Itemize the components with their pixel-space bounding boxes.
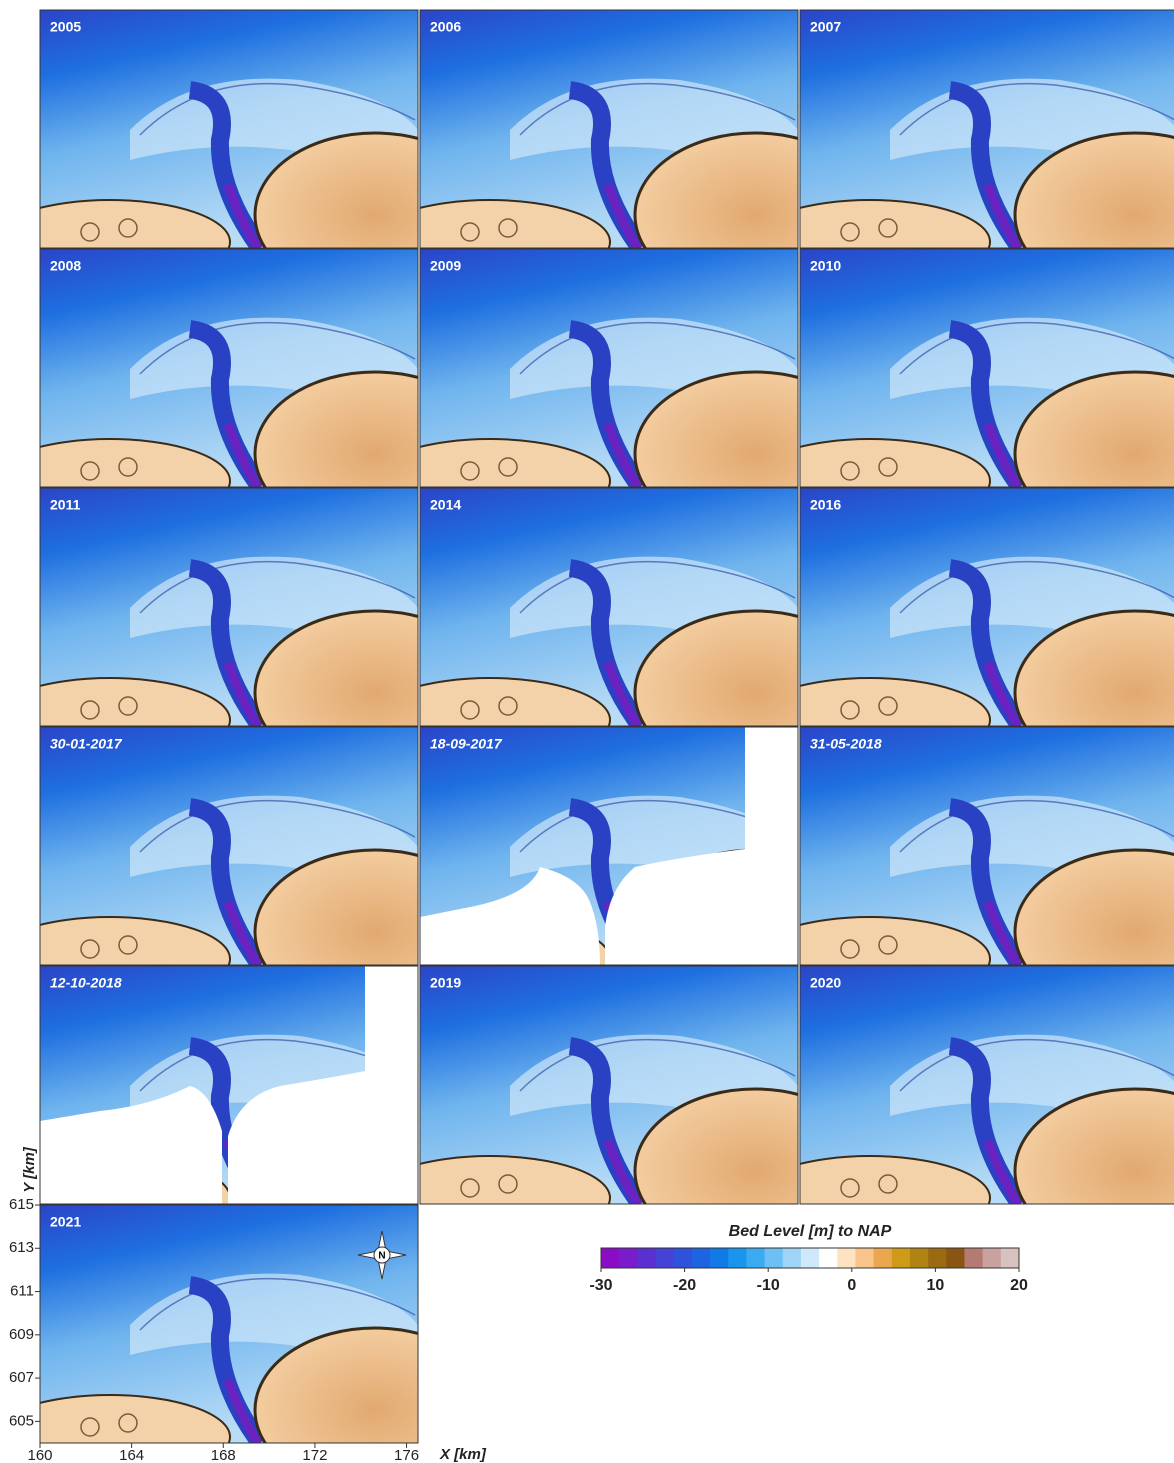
panel-label: 30-01-2017 [50,736,123,752]
panel-label: 2007 [810,19,841,35]
y-tick-label: 609 [9,1326,34,1343]
panel-label: 2019 [430,975,461,991]
panel-label: 31-05-2018 [810,736,882,752]
colorbar-swatch [819,1248,838,1268]
colorbar-tick-label: -20 [673,1277,696,1294]
colorbar-swatch [728,1248,747,1268]
colorbar-tick-label: 0 [847,1277,856,1294]
panel-label: 2014 [430,497,461,513]
colorbar-swatch [692,1248,711,1268]
colorbar-swatch [855,1248,874,1268]
colorbar-title: Bed Level [m] to NAP [729,1223,892,1240]
map-panel: 2019 [370,966,875,1253]
x-tick-label: 160 [27,1447,52,1463]
colorbar-swatch [946,1248,965,1268]
colorbar-tick-label: 10 [927,1277,945,1294]
panel-label: 2010 [810,258,841,274]
colorbar-swatch [837,1248,856,1268]
map-panel: 2020 [750,966,1174,1253]
colorbar-swatch [964,1248,983,1268]
colorbar-swatch [910,1248,929,1268]
colorbar-tick-label: -30 [589,1277,612,1294]
map-panel: 2021 N [0,1205,495,1463]
panel-label: 2011 [50,497,81,513]
colorbar-swatch [874,1248,893,1268]
colorbar-swatch [892,1248,911,1268]
colorbar-swatch [1001,1248,1020,1268]
colorbar-swatch [765,1248,784,1268]
figure: Y [km] X [km] Bed Level [m] to NAP 2005 2… [0,0,1174,1463]
colorbar-swatch [983,1248,1002,1268]
y-tick-label: 613 [9,1239,34,1256]
compass-letter: N [378,1251,385,1262]
colorbar-swatch [656,1248,675,1268]
panel-label: 2020 [810,975,841,991]
y-tick-label: 607 [9,1369,34,1386]
y-tick-label: 611 [10,1283,34,1300]
colorbar-swatch [637,1248,656,1268]
colorbar-swatch [601,1248,620,1268]
y-tick-label: 605 [9,1412,34,1429]
colorbar-swatch [783,1248,802,1268]
colorbar-swatch [746,1248,765,1268]
colorbar-swatch [619,1248,638,1268]
colorbar-tick-label: -10 [757,1277,780,1294]
colorbar-swatch [801,1248,820,1268]
x-tick-label: 172 [302,1447,327,1463]
y-axis-label: Y [km] [21,1146,38,1193]
panel-label: 2006 [430,19,461,35]
colorbar-swatch [674,1248,693,1268]
panel-label: 2021 [50,1214,81,1230]
panel-label: 2005 [50,19,81,35]
x-tick-label: 168 [211,1447,236,1463]
colorbar-tick-label: 20 [1010,1277,1028,1294]
panel-label: 2016 [810,497,841,513]
panel-label: 2008 [50,258,81,274]
y-tick-label: 615 [9,1196,34,1213]
x-tick-label: 176 [394,1447,419,1463]
panel-label: 12-10-2018 [50,975,122,991]
colorbar-swatch [710,1248,729,1268]
panel-label: 18-09-2017 [430,736,503,752]
x-tick-label: 164 [119,1447,144,1463]
panel-label: 2009 [430,258,461,274]
colorbar-swatch [928,1248,947,1268]
x-axis-label: X [km] [439,1446,487,1463]
